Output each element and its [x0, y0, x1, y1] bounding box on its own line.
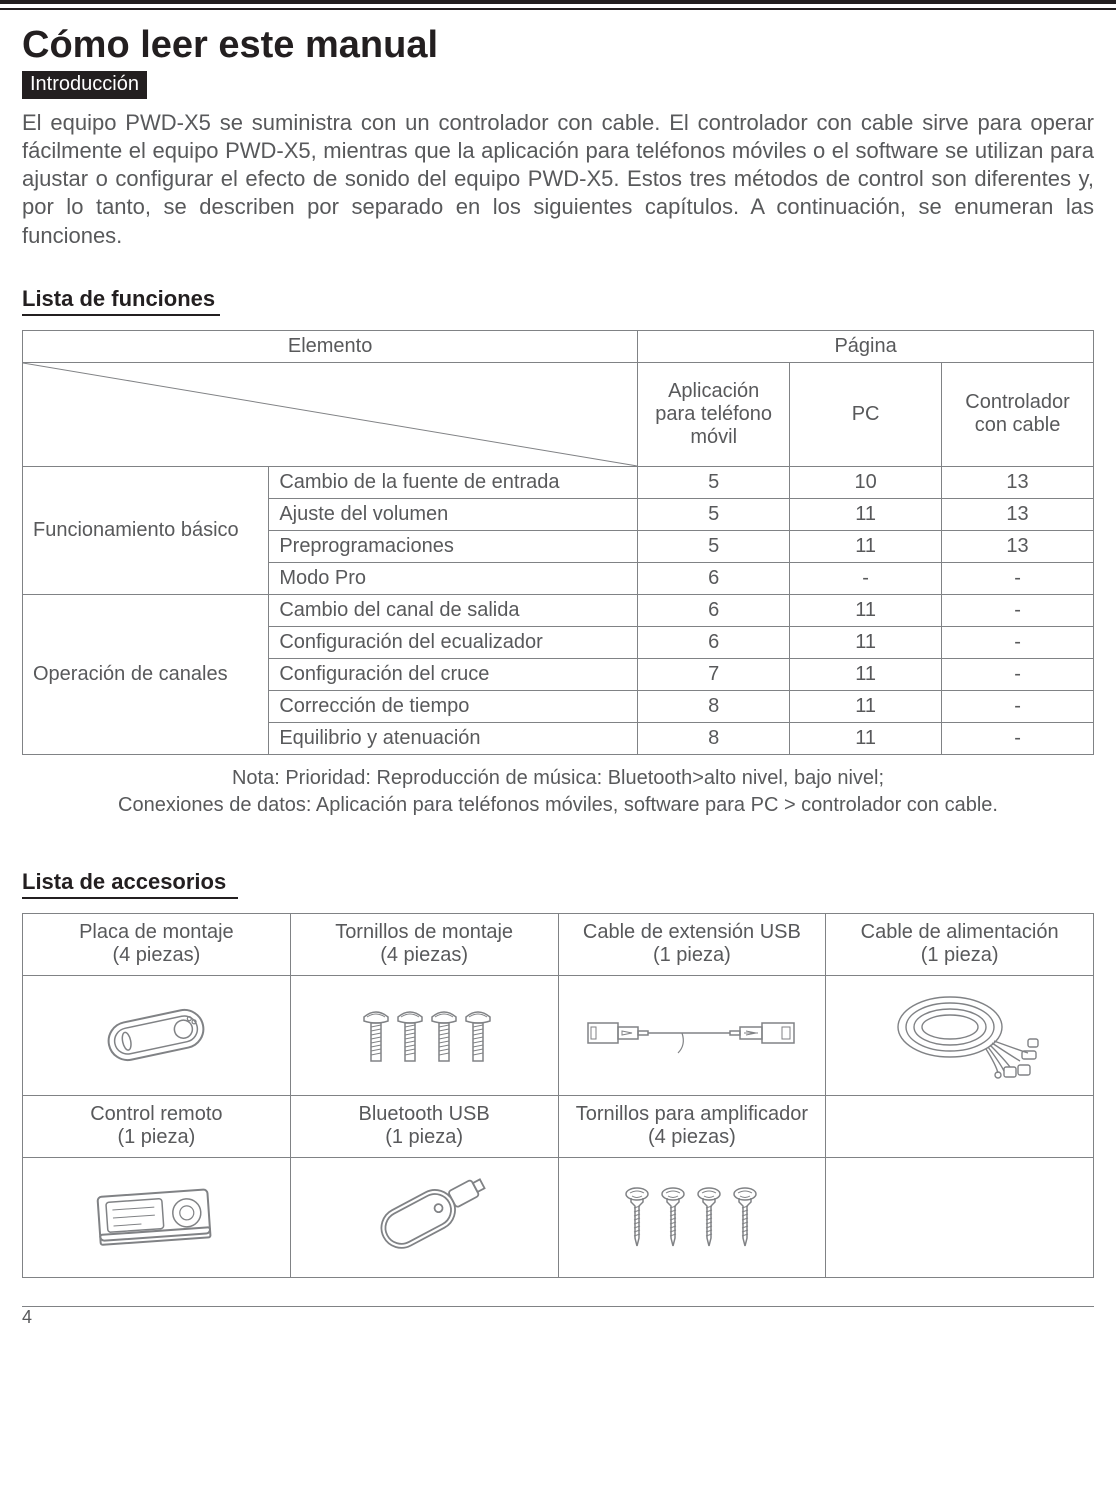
intro-tag: Introducción — [22, 71, 147, 99]
func-page: 11 — [790, 498, 942, 530]
accessory-label: Cable de alimentación(1 pieza) — [826, 913, 1094, 975]
func-item: Ajuste del volumen — [269, 498, 638, 530]
row-group: Operación de canales — [23, 594, 269, 754]
func-page: 6 — [638, 594, 790, 626]
func-page: 13 — [942, 498, 1094, 530]
func-page: 11 — [790, 658, 942, 690]
mount-plate-icon — [23, 975, 291, 1095]
func-page: - — [942, 594, 1094, 626]
func-page: - — [942, 722, 1094, 754]
wire-harness-icon — [826, 975, 1094, 1095]
functions-note: Nota: Prioridad: Reproducción de música:… — [22, 765, 1094, 819]
func-page: 11 — [790, 690, 942, 722]
func-item: Preprogramaciones — [269, 530, 638, 562]
accessory-label: Bluetooth USB(1 pieza) — [290, 1095, 558, 1157]
remote-icon — [23, 1157, 291, 1277]
func-page: 5 — [638, 530, 790, 562]
func-item: Cambio del canal de salida — [269, 594, 638, 626]
func-page: - — [942, 690, 1094, 722]
subcol-app: Aplicación para teléfono móvil — [638, 362, 790, 466]
subcol-pc: PC — [790, 362, 942, 466]
func-page: 8 — [638, 722, 790, 754]
accessory-label: Tornillos de montaje(4 piezas) — [290, 913, 558, 975]
func-item: Corrección de tiempo — [269, 690, 638, 722]
accessory-label: Control remoto(1 pieza) — [23, 1095, 291, 1157]
bt-dongle-icon — [290, 1157, 558, 1277]
func-page: 8 — [638, 690, 790, 722]
func-page: - — [942, 658, 1094, 690]
func-page: - — [942, 562, 1094, 594]
accessory-label: Placa de montaje(4 piezas) — [23, 913, 291, 975]
func-page: 6 — [638, 626, 790, 658]
func-page: 10 — [790, 466, 942, 498]
page-title: Cómo leer este manual — [22, 24, 1094, 67]
subcol-wired: Controlador con cable — [942, 362, 1094, 466]
usb-cable-icon — [558, 975, 826, 1095]
func-item: Equilibrio y atenuación — [269, 722, 638, 754]
col-header-item: Elemento — [23, 330, 638, 362]
func-page: 7 — [638, 658, 790, 690]
func-page: 11 — [790, 722, 942, 754]
empty-cell — [826, 1157, 1094, 1277]
page-number: 4 — [22, 1307, 32, 1328]
func-page: 6 — [638, 562, 790, 594]
accessory-label: Tornillos para amplificador(4 piezas) — [558, 1095, 826, 1157]
func-page: 5 — [638, 466, 790, 498]
functions-table: Elemento Página Aplicación para teléfono… — [22, 330, 1094, 755]
screws-machine-icon — [290, 975, 558, 1095]
functions-heading: Lista de funciones — [22, 286, 1094, 312]
func-page: - — [790, 562, 942, 594]
diagonal-cell — [23, 362, 638, 466]
accessories-heading: Lista de accesorios — [22, 869, 1094, 895]
func-item: Modo Pro — [269, 562, 638, 594]
intro-paragraph: El equipo PWD-X5 se suministra con un co… — [22, 109, 1094, 250]
func-page: 11 — [790, 626, 942, 658]
func-item: Configuración del ecualizador — [269, 626, 638, 658]
func-page: 13 — [942, 530, 1094, 562]
func-page: 5 — [638, 498, 790, 530]
func-page: - — [942, 626, 1094, 658]
accessory-label — [826, 1095, 1094, 1157]
func-page: 13 — [942, 466, 1094, 498]
col-header-page: Página — [638, 330, 1094, 362]
func-item: Configuración del cruce — [269, 658, 638, 690]
accessories-table: Placa de montaje(4 piezas)Tornillos de m… — [22, 913, 1094, 1278]
func-item: Cambio de la fuente de entrada — [269, 466, 638, 498]
screws-self-icon — [558, 1157, 826, 1277]
accessory-label: Cable de extensión USB(1 pieza) — [558, 913, 826, 975]
func-page: 11 — [790, 530, 942, 562]
func-page: 11 — [790, 594, 942, 626]
row-group: Funcionamiento básico — [23, 466, 269, 594]
